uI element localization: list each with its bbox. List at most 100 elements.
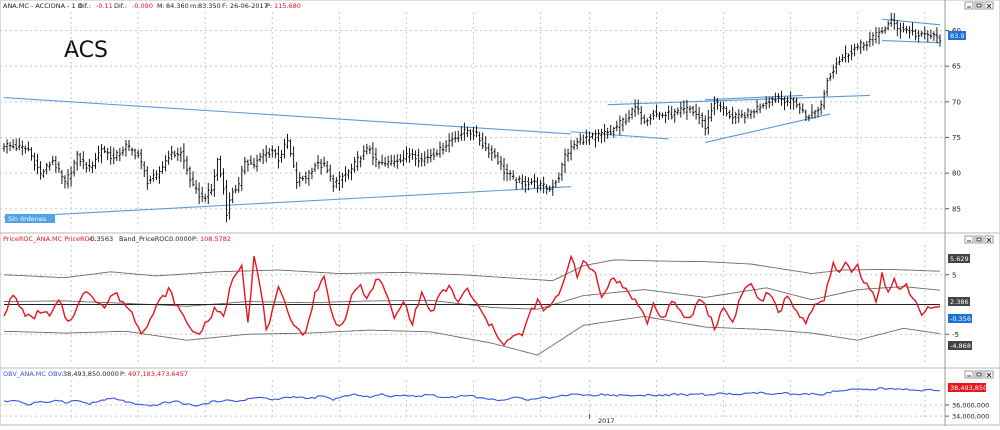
ohlc-bar (194, 180, 198, 194)
ohlc-bar (179, 147, 183, 163)
price-close-button[interactable] (984, 1, 994, 10)
status-tag-bg (5, 214, 55, 223)
ohlc-bar (402, 150, 405, 166)
ohlc-bar (426, 149, 430, 164)
ohlc-bar (527, 177, 530, 191)
ohlc-bar (374, 147, 378, 168)
roc-minimize-button[interactable] (964, 235, 974, 244)
ohlc-bar (283, 138, 286, 159)
ohlc-bar (883, 26, 887, 34)
ohlc-bar (624, 113, 628, 126)
ohlc-bar (258, 152, 262, 163)
ohlc-bar (822, 89, 826, 110)
obv-y-axis: 36,000,000 34,000,000 (588, 402, 989, 421)
ohlc-bar (892, 13, 896, 30)
ohlc-bar (911, 22, 914, 36)
ohlc-bar (286, 133, 289, 149)
ohlc-bar (316, 154, 320, 170)
ohlc-bar (810, 104, 814, 119)
status-tag[interactable]: Sin órdenes (5, 214, 55, 223)
ohlc-bar (493, 148, 497, 159)
ohlc-bar (761, 103, 765, 109)
ohlc-bar (664, 111, 667, 124)
ohlc-bar (411, 148, 414, 160)
ohlc-bar (597, 129, 600, 142)
price-header-difpct-label: Dif.: (114, 2, 127, 10)
ohlc-bar (185, 155, 189, 175)
obv-header-p-value: 497,183,473.6457 (128, 370, 188, 378)
ohlc-bar (450, 132, 454, 147)
ohlc-bar (774, 92, 777, 103)
ohlc-bar (792, 97, 795, 110)
ohlc-bar (386, 155, 390, 169)
roc-panel: PriceROC_ANA.MC PriceROC: -0.3563 Band_P… (0, 232, 1000, 369)
ohlc-bar (572, 140, 576, 151)
ohlc-bar (499, 156, 503, 171)
ohlc-bar (414, 150, 417, 167)
ohlc-bar (484, 136, 488, 152)
roc-close-button[interactable] (984, 235, 994, 244)
roc-band-upper-line (3, 259, 941, 282)
trendline-flag-upper[interactable] (882, 18, 941, 26)
ohlc-bar (764, 96, 768, 110)
ohlc-bar (524, 176, 527, 193)
trendline-triangle-lower[interactable] (3, 186, 572, 218)
roc-band-lower-line (3, 315, 941, 356)
ohlc-bar (685, 99, 689, 120)
roc-tag-lower-label: -4.868 (950, 342, 971, 350)
ohlc-bar (926, 30, 930, 43)
ohlc-bar (158, 166, 161, 184)
ohlc-bar (33, 152, 36, 171)
ohlc-bar (347, 169, 350, 180)
trendline-flag-lower[interactable] (882, 39, 941, 44)
ohlc-bar (679, 101, 683, 118)
ohlc-bar (173, 150, 177, 158)
ohlc-bar (755, 99, 759, 114)
ohlc-bar (908, 26, 911, 39)
ohlc-bar (130, 147, 134, 156)
ohlc-bar (456, 130, 460, 143)
ohlc-bar (853, 43, 856, 57)
obv-tick-label: 36,000,000 (952, 402, 989, 410)
ohlc-bar (69, 166, 73, 187)
ohlc-bar (783, 96, 786, 110)
ohlc-bar (505, 163, 509, 182)
trendline-rectangle-lower[interactable] (571, 131, 669, 140)
obv-maximize-button[interactable] (974, 370, 984, 379)
ohlc-bar (935, 27, 939, 44)
price-tick-label: 80 (952, 170, 961, 178)
ohlc-bar (789, 91, 792, 110)
trendline-wedge-upper[interactable] (705, 94, 803, 101)
roc-tag-current: -0.356 (948, 314, 972, 323)
obv-minimize-button[interactable] (964, 370, 974, 379)
ohlc-bar (11, 138, 15, 149)
ohlc-bar (594, 129, 597, 148)
obv-window-buttons (964, 370, 994, 379)
ohlc-bar (548, 185, 552, 192)
roc-maximize-button[interactable] (974, 235, 984, 244)
roc-header-p-label: P: (192, 235, 198, 243)
ohlc-bar (813, 109, 817, 119)
ohlc-bar (899, 22, 902, 39)
ohlc-bar (36, 153, 39, 175)
ohlc-bar (188, 166, 192, 188)
ohlc-bar (176, 147, 180, 161)
ohlc-bar (746, 107, 750, 119)
ohlc-bar (298, 172, 302, 187)
trendline-rectangle-upper[interactable] (607, 94, 870, 106)
obv-series (3, 387, 941, 407)
roc-y-axis: 5 -5 (945, 271, 959, 339)
ohlc-bar (655, 104, 658, 118)
ohlc-bar (902, 22, 905, 33)
price-maximize-button[interactable] (974, 1, 984, 10)
ohlc-bar (167, 150, 170, 165)
ohlc-bar (585, 129, 588, 145)
ohlc-bar (627, 110, 631, 123)
roc-header-p-value: 108.5782 (200, 235, 231, 243)
trendline-wedge-lower[interactable] (705, 113, 831, 143)
price-minimize-button[interactable] (964, 1, 974, 10)
price-panel-frame (0, 0, 1000, 234)
ohlc-bar (441, 142, 445, 155)
obv-close-button[interactable] (984, 370, 994, 379)
ohlc-bar (331, 174, 335, 192)
